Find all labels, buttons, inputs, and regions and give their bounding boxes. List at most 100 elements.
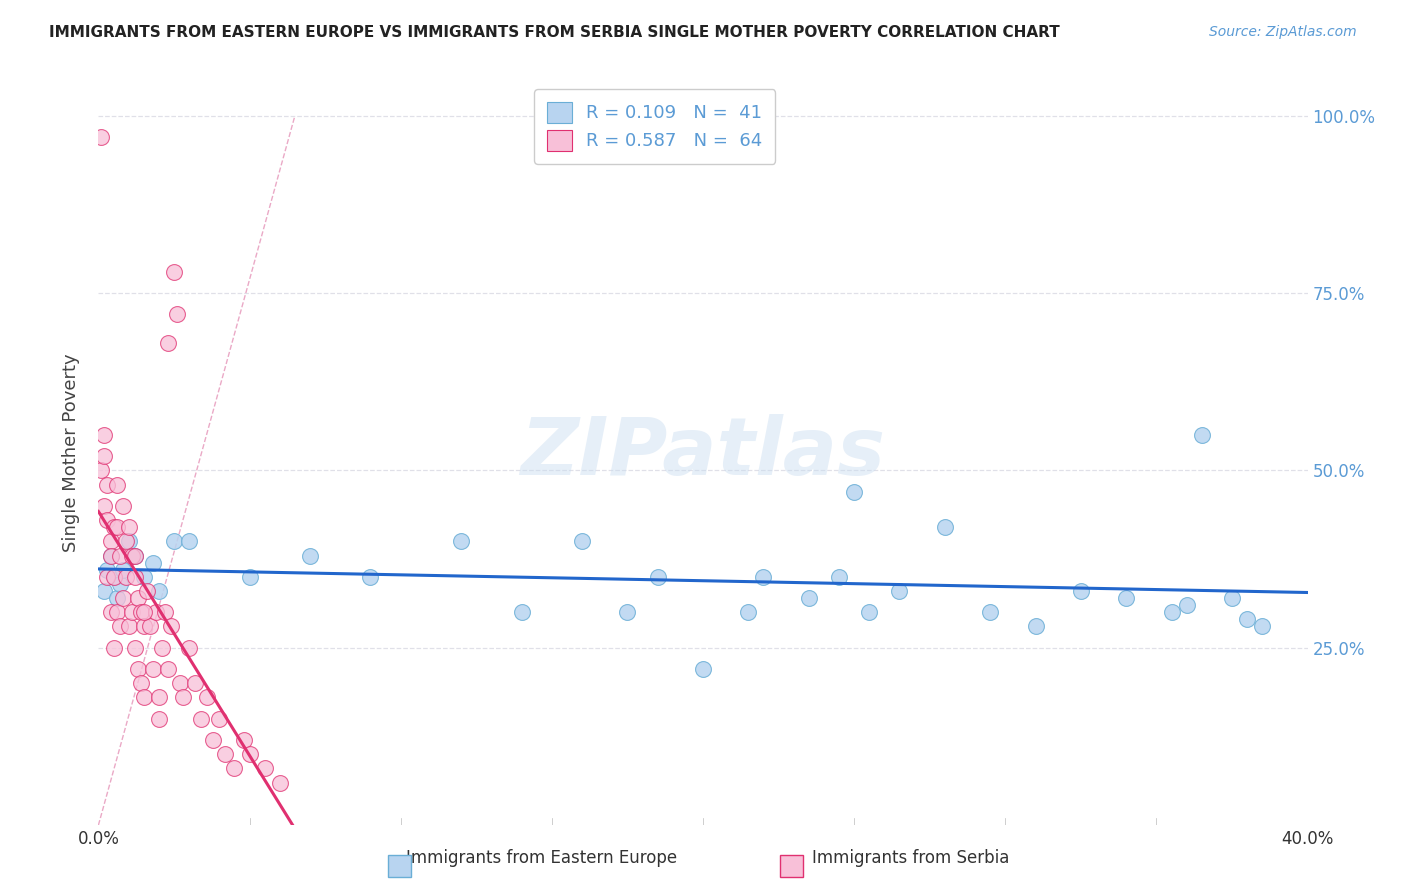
Point — [121, 605, 143, 619]
Text: Source: ZipAtlas.com: Source: ZipAtlas.com — [1209, 25, 1357, 39]
Point — [121, 549, 143, 563]
Point — [253, 761, 276, 775]
Point — [145, 605, 167, 619]
Point — [100, 605, 122, 619]
Point — [124, 549, 146, 563]
Point — [1024, 619, 1046, 633]
Point — [571, 534, 593, 549]
Point — [100, 549, 122, 563]
Point — [1070, 584, 1092, 599]
Point — [202, 733, 225, 747]
Point — [934, 520, 956, 534]
Point — [118, 520, 141, 534]
Point — [100, 549, 122, 563]
Point — [111, 499, 134, 513]
Point — [124, 549, 146, 563]
Point — [1160, 605, 1182, 619]
Point — [153, 605, 176, 619]
Point — [195, 690, 218, 705]
Point — [1236, 612, 1258, 626]
Point — [190, 712, 212, 726]
Text: IMMIGRANTS FROM EASTERN EUROPE VS IMMIGRANTS FROM SERBIA SINGLE MOTHER POVERTY C: IMMIGRANTS FROM EASTERN EUROPE VS IMMIGR… — [49, 25, 1060, 40]
Point — [103, 570, 125, 584]
Point — [184, 676, 207, 690]
Point — [360, 570, 382, 584]
Point — [105, 605, 128, 619]
Point — [1175, 598, 1198, 612]
Point — [169, 676, 191, 690]
Point — [510, 605, 533, 619]
Point — [114, 534, 136, 549]
Text: Immigrants from Serbia: Immigrants from Serbia — [813, 849, 1010, 867]
Point — [124, 640, 146, 655]
Point — [752, 570, 775, 584]
Point — [132, 605, 155, 619]
Point — [163, 534, 186, 549]
Point — [239, 570, 262, 584]
Point — [142, 556, 165, 570]
Point — [124, 570, 146, 584]
Point — [179, 534, 201, 549]
Point — [232, 733, 254, 747]
Point — [93, 428, 115, 442]
Point — [114, 570, 136, 584]
Y-axis label: Single Mother Poverty: Single Mother Poverty — [62, 353, 80, 552]
Point — [129, 605, 152, 619]
Point — [132, 619, 155, 633]
Point — [150, 640, 173, 655]
Point — [156, 335, 179, 350]
Point — [132, 570, 155, 584]
Point — [737, 605, 759, 619]
Point — [103, 520, 125, 534]
Point — [118, 534, 141, 549]
Point — [103, 570, 125, 584]
Point — [208, 712, 231, 726]
Point — [127, 591, 149, 606]
Point — [96, 570, 118, 584]
Point — [111, 591, 134, 606]
Point — [1115, 591, 1137, 606]
Point — [214, 747, 236, 761]
Point — [118, 619, 141, 633]
Point — [844, 484, 866, 499]
Point — [299, 549, 322, 563]
Point — [148, 584, 170, 599]
Point — [172, 690, 194, 705]
Point — [163, 265, 186, 279]
Point — [224, 761, 246, 775]
Point — [96, 563, 118, 577]
Point — [828, 570, 851, 584]
Point — [156, 662, 179, 676]
Point — [239, 747, 262, 761]
Point — [160, 619, 183, 633]
Text: ZIPatlas: ZIPatlas — [520, 414, 886, 491]
Point — [889, 584, 911, 599]
Point — [105, 591, 128, 606]
Legend: R = 0.109   N =  41, R = 0.587   N =  64: R = 0.109 N = 41, R = 0.587 N = 64 — [534, 89, 775, 163]
Point — [179, 640, 201, 655]
Point — [135, 584, 157, 599]
Point — [647, 570, 669, 584]
Point — [108, 619, 131, 633]
Point — [132, 690, 155, 705]
Point — [1220, 591, 1243, 606]
Point — [142, 662, 165, 676]
Point — [111, 563, 134, 577]
Point — [127, 662, 149, 676]
Point — [616, 605, 638, 619]
Point — [96, 477, 118, 491]
Point — [797, 591, 820, 606]
Point — [148, 690, 170, 705]
Point — [105, 477, 128, 491]
Text: Immigrants from Eastern Europe: Immigrants from Eastern Europe — [406, 849, 676, 867]
Point — [108, 577, 131, 591]
Point — [979, 605, 1001, 619]
Point — [103, 640, 125, 655]
Point — [692, 662, 714, 676]
Point — [166, 307, 188, 321]
Point — [90, 130, 112, 145]
Point — [1251, 619, 1274, 633]
Point — [93, 584, 115, 599]
Point — [129, 676, 152, 690]
Point — [100, 534, 122, 549]
